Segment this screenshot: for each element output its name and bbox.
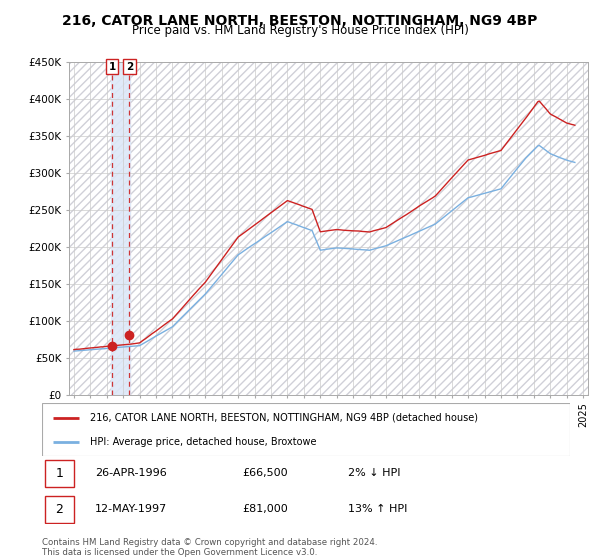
FancyBboxPatch shape [42,403,570,456]
Text: £66,500: £66,500 [242,468,288,478]
Text: HPI: Average price, detached house, Broxtowe: HPI: Average price, detached house, Brox… [89,437,316,447]
Text: 216, CATOR LANE NORTH, BEESTON, NOTTINGHAM, NG9 4BP: 216, CATOR LANE NORTH, BEESTON, NOTTINGH… [62,14,538,28]
FancyBboxPatch shape [44,496,74,523]
Text: 2% ↓ HPI: 2% ↓ HPI [348,468,401,478]
Text: 216, CATOR LANE NORTH, BEESTON, NOTTINGHAM, NG9 4BP (detached house): 216, CATOR LANE NORTH, BEESTON, NOTTINGH… [89,413,478,423]
Text: 1: 1 [109,62,116,72]
Text: 2: 2 [125,62,133,72]
Text: 13% ↑ HPI: 13% ↑ HPI [348,505,407,515]
Text: Contains HM Land Registry data © Crown copyright and database right 2024.
This d: Contains HM Land Registry data © Crown c… [42,538,377,557]
Text: Price paid vs. HM Land Registry's House Price Index (HPI): Price paid vs. HM Land Registry's House … [131,24,469,37]
Text: 1: 1 [55,467,63,480]
Text: 2: 2 [55,503,63,516]
Bar [111,62,130,395]
FancyBboxPatch shape [44,460,74,487]
Text: 26-APR-1996: 26-APR-1996 [95,468,167,478]
Text: 12-MAY-1997: 12-MAY-1997 [95,505,167,515]
Text: £81,000: £81,000 [242,505,289,515]
